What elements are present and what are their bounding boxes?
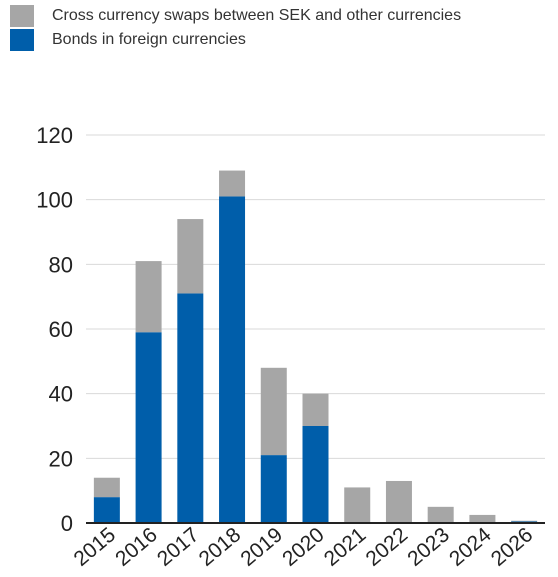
x-tick-label-2017: 2017	[153, 523, 204, 571]
bar-swaps-2017	[177, 219, 204, 294]
y-tick-label-80: 80	[49, 252, 73, 277]
bar-swaps-2022	[385, 480, 412, 523]
bar-bonds-2019	[260, 455, 287, 523]
legend: Cross currency swaps between SEK and oth…	[10, 4, 461, 52]
x-tick-label-2022: 2022	[362, 523, 413, 571]
x-tick-label-2024: 2024	[445, 523, 496, 571]
bar-bonds-2016	[135, 332, 162, 523]
x-tick-label-2020: 2020	[278, 523, 329, 571]
bar-swaps-2015	[93, 477, 120, 498]
y-tick-label-60: 60	[49, 317, 73, 342]
x-tick-label-2019: 2019	[236, 523, 287, 571]
y-tick-label-120: 120	[36, 123, 73, 148]
bar-swaps-2018	[219, 170, 246, 197]
legend-swatch-swaps	[10, 5, 34, 27]
bar-swaps-2021	[344, 487, 371, 523]
bar-bonds-2015	[93, 497, 120, 523]
bar-swaps-2019	[260, 367, 287, 456]
bar-swaps-2026	[511, 520, 538, 522]
y-tick-label-40: 40	[49, 382, 73, 407]
legend-item-swaps: Cross currency swaps between SEK and oth…	[10, 4, 461, 28]
x-tick-label-2021: 2021	[320, 523, 371, 571]
x-tick-label-2015: 2015	[70, 523, 121, 571]
bar-swaps-2023	[427, 506, 454, 523]
bar-swaps-2016	[135, 261, 162, 333]
bar-swaps-2020	[302, 393, 329, 426]
x-tick-label-2023: 2023	[403, 523, 454, 571]
legend-label-swaps: Cross currency swaps between SEK and oth…	[52, 7, 462, 24]
legend-swatch-bonds	[10, 29, 34, 51]
bar-bonds-2017	[177, 293, 204, 523]
y-tick-label-0: 0	[61, 511, 73, 536]
y-tick-label-20: 20	[49, 446, 73, 471]
legend-item-bonds: Bonds in foreign currencies	[10, 28, 461, 52]
bar-swaps-2024	[469, 514, 496, 523]
bar-bonds-2020	[302, 426, 329, 523]
x-tick-label-2018: 2018	[195, 523, 246, 571]
legend-label-bonds: Bonds in foreign currencies	[52, 31, 246, 48]
x-tick-label-2016: 2016	[111, 523, 162, 571]
bar-bonds-2018	[219, 196, 246, 523]
x-tick-label-2026: 2026	[487, 523, 538, 571]
y-tick-label-100: 100	[36, 188, 73, 213]
